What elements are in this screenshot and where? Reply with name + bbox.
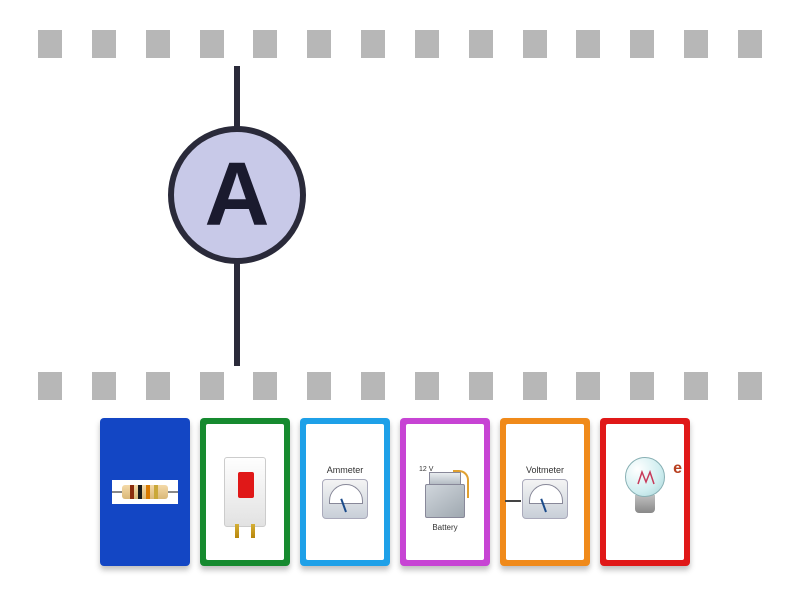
film-strip-bottom [0,372,800,400]
answer-card-resistor[interactable] [100,418,190,566]
answer-card-bulb[interactable]: e [600,418,690,566]
film-hole [684,30,708,58]
film-hole [146,372,170,400]
answer-card-voltmeter[interactable]: Voltmeter [500,418,590,566]
film-strip-top [0,30,800,58]
film-hole [92,30,116,58]
question-symbol-area: A [100,66,380,366]
film-hole [415,372,439,400]
wire-top [234,66,240,130]
film-hole [307,30,331,58]
ammeter-symbol-letter: A [205,144,270,247]
film-hole [523,372,547,400]
film-hole [684,372,708,400]
film-hole [253,30,277,58]
voltmeter-icon [522,479,568,519]
card-label: Ammeter [327,465,364,475]
film-hole [146,30,170,58]
card-inner: Ammeter [306,424,384,560]
switch-icon [224,457,266,527]
answer-card-row: Ammeter 12 VBattery Voltmeter e [100,418,690,566]
card-inner: Voltmeter [506,424,584,560]
film-hole [415,30,439,58]
film-hole [200,30,224,58]
film-hole [200,372,224,400]
ammeter-symbol-circle: A [168,126,306,264]
film-hole [361,30,385,58]
film-hole [630,372,654,400]
answer-card-switch[interactable] [200,418,290,566]
film-hole [523,30,547,58]
card-inner: 12 VBattery [406,424,484,560]
film-hole [361,372,385,400]
film-hole [630,30,654,58]
film-hole [307,372,331,400]
bulb-icon [621,457,669,527]
film-hole [576,30,600,58]
film-hole [738,30,762,58]
answer-card-battery[interactable]: 12 VBattery [400,418,490,566]
card-inner [106,424,184,560]
card-edge-letter: e [673,460,682,478]
film-hole [92,372,116,400]
card-inner: e [606,424,684,560]
film-hole [253,372,277,400]
wire-bottom [234,260,240,366]
answer-card-ammeter[interactable]: Ammeter [300,418,390,566]
film-hole [576,372,600,400]
film-hole [469,30,493,58]
card-inner [206,424,284,560]
film-hole [38,30,62,58]
film-hole [469,372,493,400]
resistor-icon [112,480,178,504]
battery-icon: 12 VBattery [419,466,471,518]
ammeter-icon [322,479,368,519]
film-hole [38,372,62,400]
film-hole [738,372,762,400]
card-label: Voltmeter [526,465,564,475]
